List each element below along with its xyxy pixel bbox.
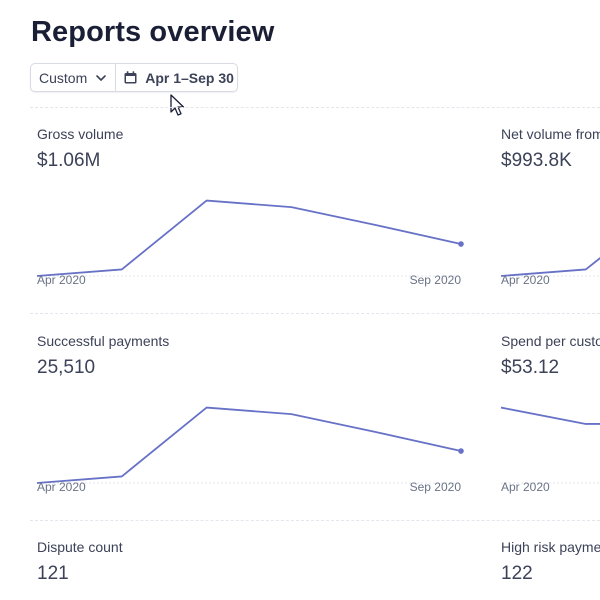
date-range-button[interactable]: Apr 1–Sep 30: [115, 64, 242, 91]
section-divider: [30, 520, 600, 521]
trend-endpoint: [458, 241, 464, 247]
metric-title: Net volume from sales: [501, 126, 600, 142]
sparkline-chart: [500, 257, 600, 277]
x-axis-labels: Apr 2020: [501, 480, 600, 494]
section-divider: [30, 107, 600, 108]
x-axis-labels: Apr 2020: [501, 273, 600, 287]
trend-line: [500, 406, 600, 425]
metric-card-successful-payments[interactable]: Successful payments 25,510 Apr 2020 Sep …: [36, 332, 469, 494]
x-axis-start-label: Apr 2020: [501, 273, 550, 287]
metric-value: 25,510: [37, 357, 96, 378]
date-filter: Custom Apr 1–Sep 30: [30, 63, 238, 92]
period-dropdown[interactable]: Custom: [31, 64, 115, 91]
metric-value: $993.8K: [501, 150, 572, 171]
page-title: Reports overview: [31, 16, 275, 48]
metric-card-high-risk-payments[interactable]: High risk payments 122: [501, 538, 600, 585]
sparkline-chart: [36, 406, 464, 484]
x-axis-labels: Apr 2020 Sep 2020: [37, 273, 461, 287]
trend-line: [36, 406, 462, 484]
x-axis-start-label: Apr 2020: [37, 480, 86, 494]
trend-line: [500, 257, 600, 277]
trend-line: [36, 199, 462, 277]
x-axis-end-label: Sep 2020: [409, 480, 461, 494]
metric-value: 122: [501, 563, 533, 584]
calendar-icon: [124, 71, 137, 84]
metric-title: Dispute count: [37, 539, 123, 555]
date-range-label: Apr 1–Sep 30: [145, 69, 234, 86]
sparkline-chart: [500, 406, 600, 484]
sparkline-chart: [36, 199, 464, 277]
metric-card-gross-volume[interactable]: Gross volume $1.06M Apr 2020 Sep 2020: [36, 125, 469, 287]
metric-card-dispute-count[interactable]: Dispute count 121: [37, 538, 469, 585]
x-axis-start-label: Apr 2020: [501, 480, 550, 494]
metric-value: 121: [37, 563, 69, 584]
metric-value: $53.12: [501, 357, 560, 378]
trend-endpoint: [458, 448, 464, 454]
right-column: Net volume from sales $993.8K Apr 2020 S…: [500, 0, 600, 600]
metric-title: Successful payments: [37, 333, 170, 349]
x-axis-start-label: Apr 2020: [37, 273, 86, 287]
mouse-pointer-icon: [170, 94, 185, 116]
x-axis-end-label: Sep 2020: [409, 273, 461, 287]
metric-card-net-volume[interactable]: Net volume from sales $993.8K Apr 2020: [500, 125, 600, 287]
metric-title: High risk payments: [501, 539, 600, 555]
metric-value: $1.06M: [37, 150, 101, 171]
metric-title: Spend per customer: [501, 333, 600, 349]
chevron-down-icon: [96, 74, 107, 81]
period-label: Custom: [39, 69, 88, 86]
section-divider: [30, 313, 600, 314]
metric-title: Gross volume: [37, 126, 124, 142]
metric-card-spend-per-customer[interactable]: Spend per customer $53.12 Apr 2020: [500, 332, 600, 494]
x-axis-labels: Apr 2020 Sep 2020: [37, 480, 461, 494]
